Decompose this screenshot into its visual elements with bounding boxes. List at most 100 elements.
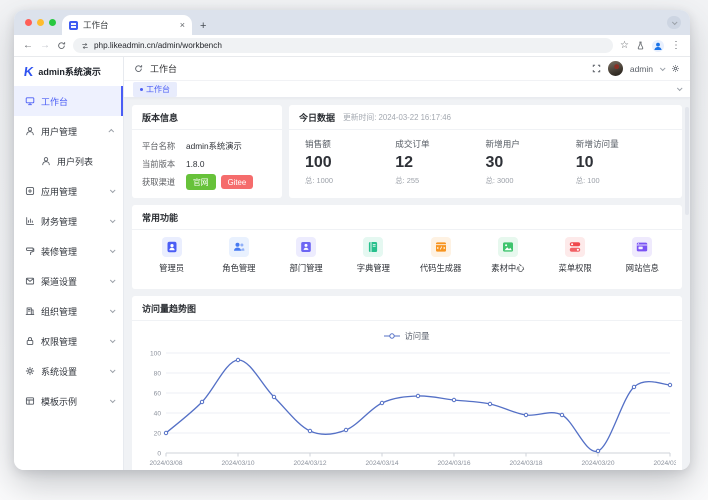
chevron-down-icon [109, 247, 116, 254]
back-button[interactable]: ← [23, 39, 33, 51]
sidebar-item-application-management[interactable]: 应用管理 [14, 176, 123, 206]
window-zoom-button[interactable] [49, 19, 56, 26]
function-material-center[interactable]: 素材中心 [474, 237, 541, 274]
fullscreen-icon[interactable] [592, 64, 601, 73]
sidebar-item-label: 用户管理 [41, 126, 78, 137]
sidebar-item-auth-management[interactable]: 权限管理 [14, 326, 123, 356]
version-card-title: 版本信息 [132, 105, 282, 130]
sidebar-item-decoration-management[interactable]: 装修管理 [14, 236, 123, 266]
reload-icon[interactable] [57, 41, 66, 50]
browser-window: 工作台 × + ← → php.likeadmin.cn/admin/workb… [14, 10, 690, 470]
material-image-icon [497, 237, 518, 257]
trend-card-title: 访问量趋势图 [132, 296, 682, 321]
svg-text:0: 0 [157, 450, 161, 457]
chevron-up-icon [108, 128, 115, 135]
labs-flask-icon[interactable] [636, 41, 645, 50]
svg-text:2024/03/14: 2024/03/14 [365, 460, 398, 467]
svg-text:2024/03/22: 2024/03/22 [653, 460, 676, 467]
bookmark-star-icon[interactable]: ☆ [620, 39, 629, 51]
forward-button[interactable]: → [40, 39, 50, 51]
tag-workbench[interactable]: 工作台 [133, 81, 177, 97]
visits-line-chart[interactable]: 0 20 40 60 80 100 2024/03/08 2024/03/10 2024/03/… [132, 345, 686, 470]
app-logo[interactable]: K admin系统演示 [14, 57, 123, 86]
sidebar-item-organization-management[interactable]: 组织管理 [14, 296, 123, 326]
channel-label: 获取渠道 [142, 177, 176, 187]
sidebar-item-label: 系统设置 [41, 366, 78, 377]
tag-options-chevron-icon[interactable] [676, 85, 683, 92]
svg-text:2024/03/10: 2024/03/10 [221, 460, 254, 467]
chrome-menu-icon[interactable]: ⋮ [671, 39, 681, 51]
stat-label: 成交订单 [395, 139, 430, 149]
window-minimize-button[interactable] [37, 19, 44, 26]
stat-value: 100 [305, 154, 332, 171]
tag-active-dot [140, 87, 143, 91]
settings-gear-icon[interactable] [671, 64, 680, 73]
svg-text:60: 60 [154, 390, 162, 397]
svg-text:2024/03/08: 2024/03/08 [149, 460, 182, 467]
tab-close-icon[interactable]: × [179, 19, 185, 30]
sidebar: K admin系统演示 工作台用户管理用户列表 应用管理 财务管理 装修管理 渠道设置组… [14, 57, 124, 470]
window-controls [25, 19, 56, 26]
scrollbar-thumb[interactable] [685, 107, 689, 215]
website-window-icon [632, 237, 653, 257]
function-department-management[interactable]: 部门管理 [273, 237, 340, 274]
lock-icon [25, 336, 35, 346]
window-close-button[interactable] [25, 19, 32, 26]
official-site-button[interactable]: 官网 [186, 174, 216, 190]
decoration-icon [25, 246, 35, 256]
function-role-management[interactable]: 角色管理 [205, 237, 272, 274]
sidebar-item-label: 权限管理 [41, 336, 78, 347]
sidebar-item-user-management[interactable]: 用户管理 [14, 116, 123, 146]
user-menu-chevron-icon[interactable] [659, 64, 666, 71]
stat-label: 销售额 [305, 139, 331, 149]
workbench-content: 版本信息 平台名称 admin系统演示 当前版本 1.8.0 获 [124, 98, 690, 470]
platform-name-label: 平台名称 [142, 141, 176, 151]
chevron-down-icon [109, 277, 116, 284]
function-website-info[interactable]: 网站信息 [609, 237, 676, 274]
breadcrumb: 工作台 [150, 64, 178, 74]
admin-app: K admin系统演示 工作台用户管理用户列表 应用管理 财务管理 装修管理 渠道设置组… [14, 57, 690, 470]
channel-icon [25, 276, 35, 286]
updated-time: 更新时间: 2024-03-22 16:17:46 [343, 112, 451, 122]
sidebar-item-label: 组织管理 [41, 306, 78, 317]
function-menu-auth[interactable]: 菜单权限 [542, 237, 609, 274]
user-avatar[interactable] [607, 61, 623, 76]
chrome-profile-avatar[interactable] [652, 39, 664, 52]
browser-tab-workbench[interactable]: 工作台 × [62, 15, 192, 35]
function-dictionary-management[interactable]: 字典管理 [340, 237, 407, 274]
gitee-button[interactable]: Gitee [220, 175, 254, 189]
function-label: 素材中心 [491, 263, 525, 273]
gear-icon [25, 366, 35, 376]
version-info-card: 版本信息 平台名称 admin系统演示 当前版本 1.8.0 获 [132, 105, 282, 198]
today-card-title: 今日数据 [299, 112, 336, 123]
sidebar-item-workbench[interactable]: 工作台 [14, 86, 123, 116]
browser-tab-strip: 工作台 × + [14, 10, 690, 35]
address-bar[interactable]: php.likeadmin.cn/admin/workbench [73, 38, 614, 53]
stat-total: 总: 3000 [485, 176, 514, 185]
sidebar-item-label: 模板示例 [41, 396, 78, 407]
site-settings-icon[interactable] [81, 42, 89, 50]
chart-legend[interactable]: 访问量 [132, 327, 682, 345]
svg-text:80: 80 [154, 370, 162, 377]
new-tab-button[interactable]: + [200, 20, 207, 32]
sidebar-item-template-demo[interactable]: 模板示例 [14, 386, 123, 416]
tab-search-chevron-icon[interactable] [667, 16, 681, 29]
template-icon [25, 396, 35, 406]
user-icon [25, 126, 35, 136]
function-label: 角色管理 [222, 263, 256, 273]
svg-text:2024/03/20: 2024/03/20 [581, 460, 614, 467]
stat-value: 10 [575, 154, 594, 171]
function-code-generator[interactable]: 代码生成器 [407, 237, 474, 274]
chevron-down-icon [109, 187, 116, 194]
sidebar-item-channel-settings[interactable]: 渠道设置 [14, 266, 123, 296]
function-admin[interactable]: 管理员 [138, 237, 205, 274]
sidebar-item-user-list[interactable]: 用户列表 [14, 146, 123, 176]
sidebar-item-finance-management[interactable]: 财务管理 [14, 206, 123, 236]
stat-label: 新增用户 [485, 139, 520, 149]
function-label: 菜单权限 [558, 263, 592, 273]
refresh-icon[interactable] [134, 64, 143, 73]
tag-label: 工作台 [146, 84, 170, 94]
current-version-value: 1.8.0 [186, 159, 205, 169]
app-top-bar: 工作台 admin [124, 57, 690, 81]
sidebar-item-system-settings[interactable]: 系统设置 [14, 356, 123, 386]
